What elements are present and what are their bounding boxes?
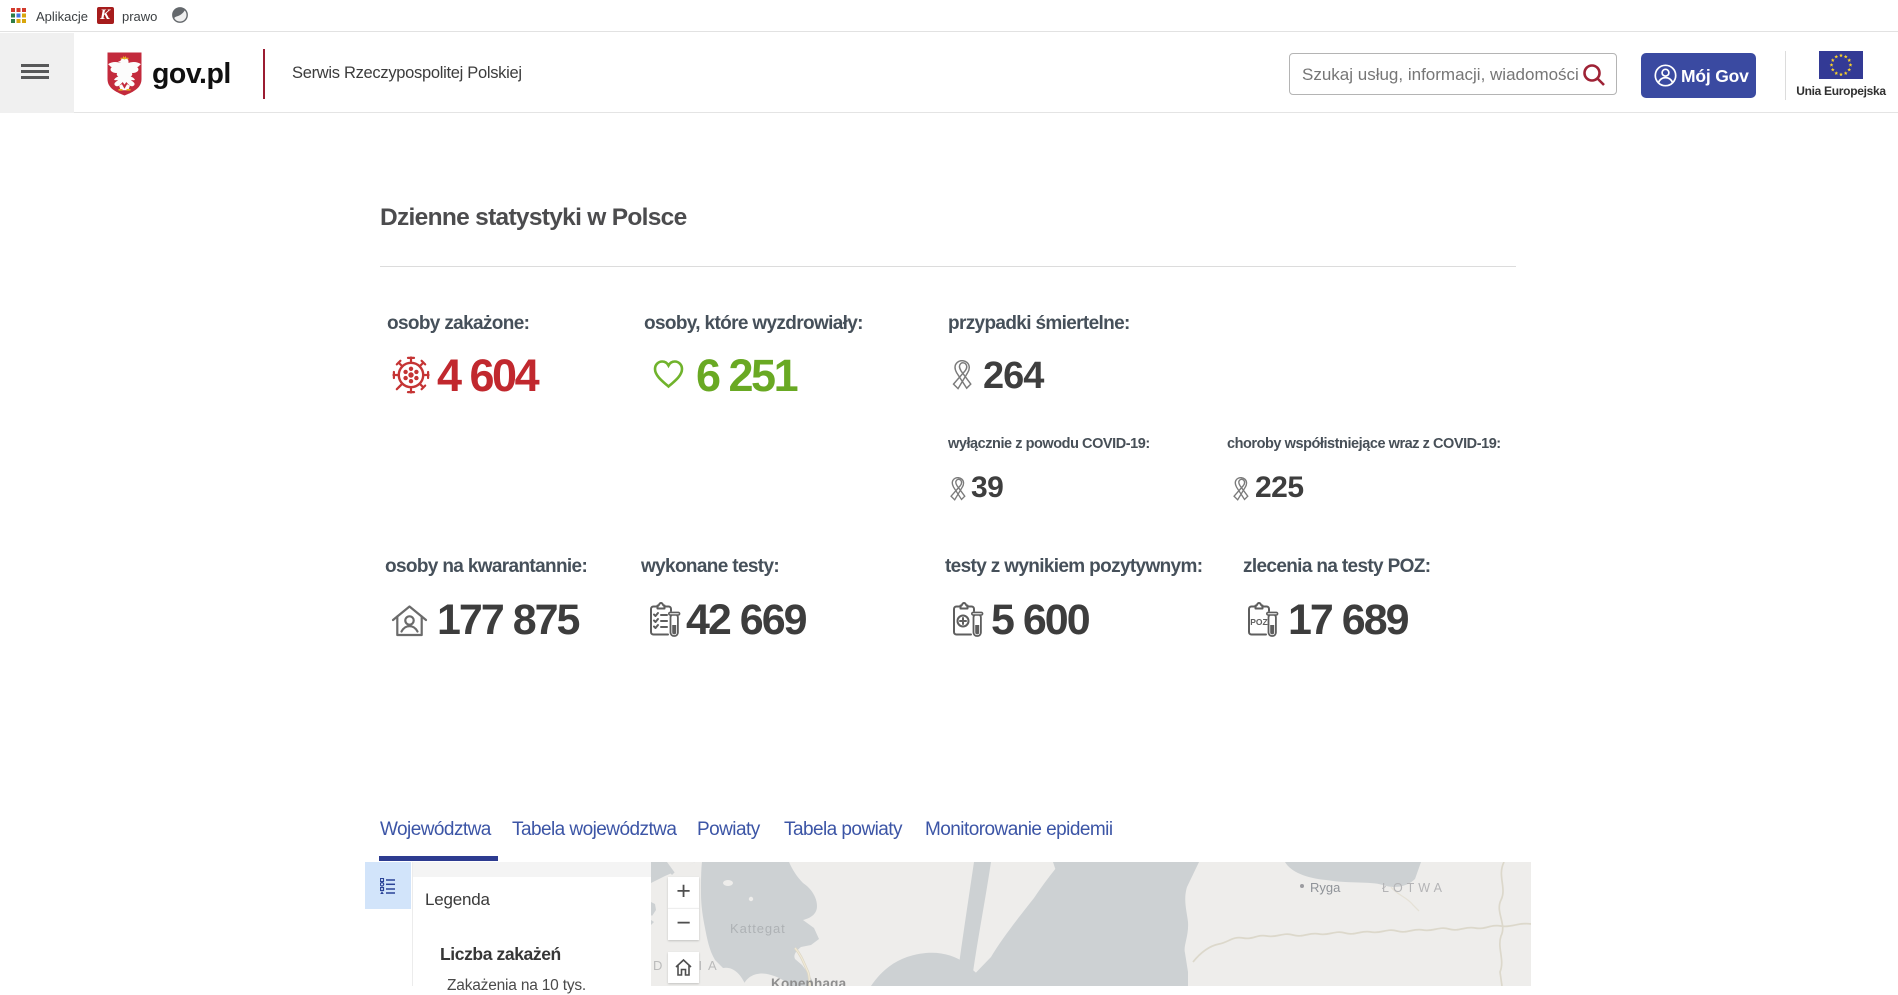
svg-text:ŁOTWA: ŁOTWA [1382,881,1446,895]
svg-text:POZ: POZ [1250,617,1267,627]
svg-text:Kattegat: Kattegat [730,921,786,936]
svg-text:Kopenhaga: Kopenhaga [771,976,847,986]
svg-text:Ryga: Ryga [1310,880,1341,895]
